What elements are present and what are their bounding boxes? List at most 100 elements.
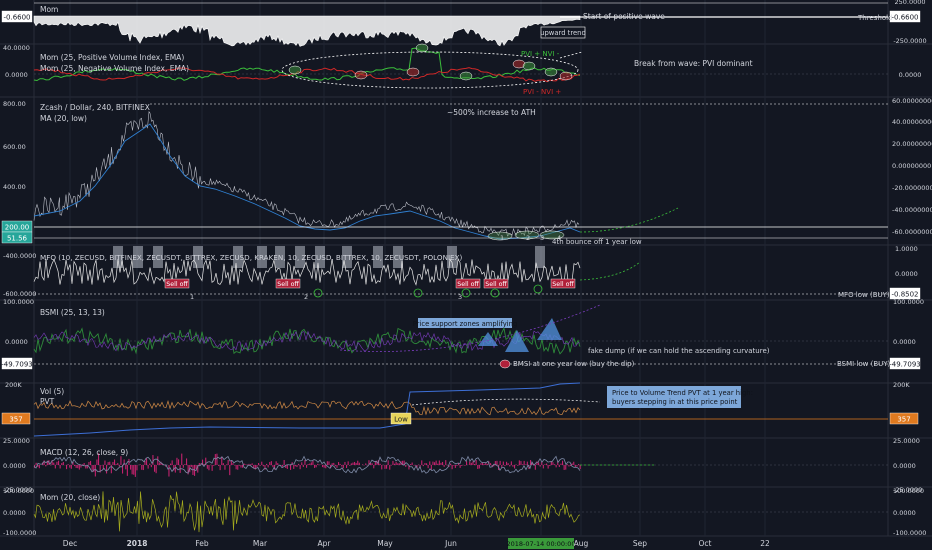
legend-mfo: MFO (10, ZECUSD, BITFINEX, ZECUSDT, BITT… <box>40 253 463 262</box>
annotation-fourth-bounce: 4th bounce off 1 year low <box>552 238 642 246</box>
x-axis-label: Apr <box>318 539 332 548</box>
left-tick: 25.0000 <box>3 437 30 445</box>
mfo-shade-bar <box>257 246 267 268</box>
mfo-shade-bar <box>315 246 325 268</box>
svg-text:-49.7093: -49.7093 <box>889 361 920 369</box>
mfo-number: 2 <box>304 293 308 301</box>
svg-text:upward trend: upward trend <box>540 29 586 37</box>
support-zone-triangle <box>478 332 498 346</box>
right-tick: 40.00000000 <box>892 118 932 126</box>
pvi-cross-marker <box>288 65 302 75</box>
left-readout-mom-top: -0.6600 <box>1 10 33 23</box>
right-tick: 1.0000 <box>895 245 918 253</box>
price-projection <box>579 207 679 233</box>
right-tick: 60.00000000 <box>892 97 932 105</box>
pvi-cross-marker <box>522 61 536 71</box>
right-tick: 0.0000 <box>895 270 918 278</box>
annotation-support-zones: Price support zones amplifying <box>413 318 518 328</box>
svg-text:Price to Volume Trend PVT at 1: Price to Volume Trend PVT at 1 year high… <box>612 389 753 397</box>
sell-off-label: Sell off <box>550 278 576 289</box>
bounce-number: 1 <box>500 234 504 242</box>
x-axis-label: Sep <box>633 539 647 548</box>
svg-text:buyers stepping in at this pri: buyers stepping in at this price point <box>612 398 738 406</box>
left-tick: 100.0000 <box>3 487 34 495</box>
mfo-low-marker <box>313 288 323 298</box>
right-readout-mom-top: -0.6600 <box>889 10 921 23</box>
mom-bottom-series <box>33 491 581 533</box>
right-badge-bsmi: -49.7093 <box>889 357 921 370</box>
right-tick: 0.0000 <box>899 71 922 79</box>
pvi-cross-marker <box>415 43 429 53</box>
bsmi-curvature <box>339 304 601 352</box>
right-tick: -60.00000000 <box>892 228 932 236</box>
bounce-marker <box>539 230 565 240</box>
mfo-shade-bar <box>193 246 203 268</box>
mfo-shade-bar <box>153 246 163 268</box>
legend-mom-bottom: Mom (20, close) <box>40 493 100 502</box>
x-axis-cursor-label: 2018-07-14 00:00:00 <box>506 538 576 549</box>
x-axis-label: 22 <box>760 539 770 548</box>
pvi-cross-marker <box>459 71 473 81</box>
left-tick: -600.0000 <box>3 290 36 298</box>
left-tick: 600.00 <box>3 143 26 151</box>
right-tick: 0.0000 <box>893 462 916 470</box>
svg-text:357: 357 <box>897 416 910 424</box>
annotation-threshold: Threshold <box>857 14 893 22</box>
left-tick: 100.0000 <box>3 298 34 306</box>
pvt-series <box>33 382 581 437</box>
mfo-number: 1 <box>190 293 194 301</box>
series-layer <box>33 2 888 533</box>
sell-off-label: Sell off <box>455 278 481 289</box>
bounce-number: 2 <box>526 234 530 242</box>
mom-top-wave <box>33 15 581 47</box>
x-axis-label: May <box>377 539 393 548</box>
left-tick: 0.0000 <box>5 71 28 79</box>
mfo-shade-bar <box>133 246 143 268</box>
pvi-cross-marker <box>559 71 573 81</box>
sell-off-label: Sell off <box>483 278 509 289</box>
mfo-shade-bar <box>233 246 243 268</box>
right-tick: -40.00000000 <box>892 206 932 214</box>
legend-pvi: Mom (25, Positive Volume Index, EMA) <box>40 53 184 62</box>
annotation-fake-dump: fake dump (if we can hold the ascending … <box>588 347 770 355</box>
svg-text:-0.6600: -0.6600 <box>3 14 30 22</box>
mfo-shade-bar <box>113 246 123 268</box>
x-axis-label: Jun <box>444 539 457 548</box>
right-tick: -100.0000 <box>893 529 926 537</box>
x-axis-label: 2018-07-14 00:00:00 <box>506 540 575 548</box>
mfo-low-marker <box>413 288 423 298</box>
bounce-number: 3 <box>540 234 544 242</box>
right-tick: 25.0000 <box>893 437 920 445</box>
svg-text:200.00: 200.00 <box>5 224 30 232</box>
svg-text:Sell off: Sell off <box>552 281 574 288</box>
low-badge: Low <box>390 412 412 425</box>
pvi-cross-marker <box>406 67 420 77</box>
left-badge-ma: 200.00 <box>1 220 33 233</box>
svg-text:-0.8502: -0.8502 <box>891 291 918 299</box>
x-axis-label: Feb <box>195 539 209 548</box>
bounce-marker <box>487 231 513 241</box>
right-tick: -25.0000 <box>893 486 922 494</box>
svg-text:Price support zones amplifying: Price support zones amplifying <box>413 320 518 328</box>
support-zone-triangle <box>505 330 529 352</box>
legend-macd: MACD (12, 26, close, 9) <box>40 448 128 457</box>
svg-text:Sell off: Sell off <box>166 281 188 288</box>
svg-text:Low: Low <box>394 416 408 424</box>
left-tick: -100.0000 <box>3 529 36 537</box>
legend-pvt: PVT <box>40 397 55 406</box>
support-zone-triangle <box>537 318 562 340</box>
left-badge-price: 51.56 <box>1 231 33 244</box>
left-badge-bsmi: -49.7093 <box>1 357 33 370</box>
legend-mom-top: Mom <box>40 5 58 14</box>
legend-price: Zcash / Dollar, 240, BITFINEX <box>40 103 150 112</box>
bounce-marker <box>514 230 540 240</box>
right-tick: 20.00000000 <box>892 140 932 148</box>
right-tick: 100.0000 <box>893 487 924 495</box>
vol-trend-arc <box>411 398 601 406</box>
annotation-bmsi-year-low: BMSI at one year low (buy the dip) <box>513 360 635 368</box>
right-badge-vol: 357 <box>889 412 919 425</box>
bounce-number: 4 <box>557 234 561 242</box>
left-badge-vol: 357 <box>1 412 31 425</box>
right-tick: 0.00000000 <box>892 162 931 170</box>
